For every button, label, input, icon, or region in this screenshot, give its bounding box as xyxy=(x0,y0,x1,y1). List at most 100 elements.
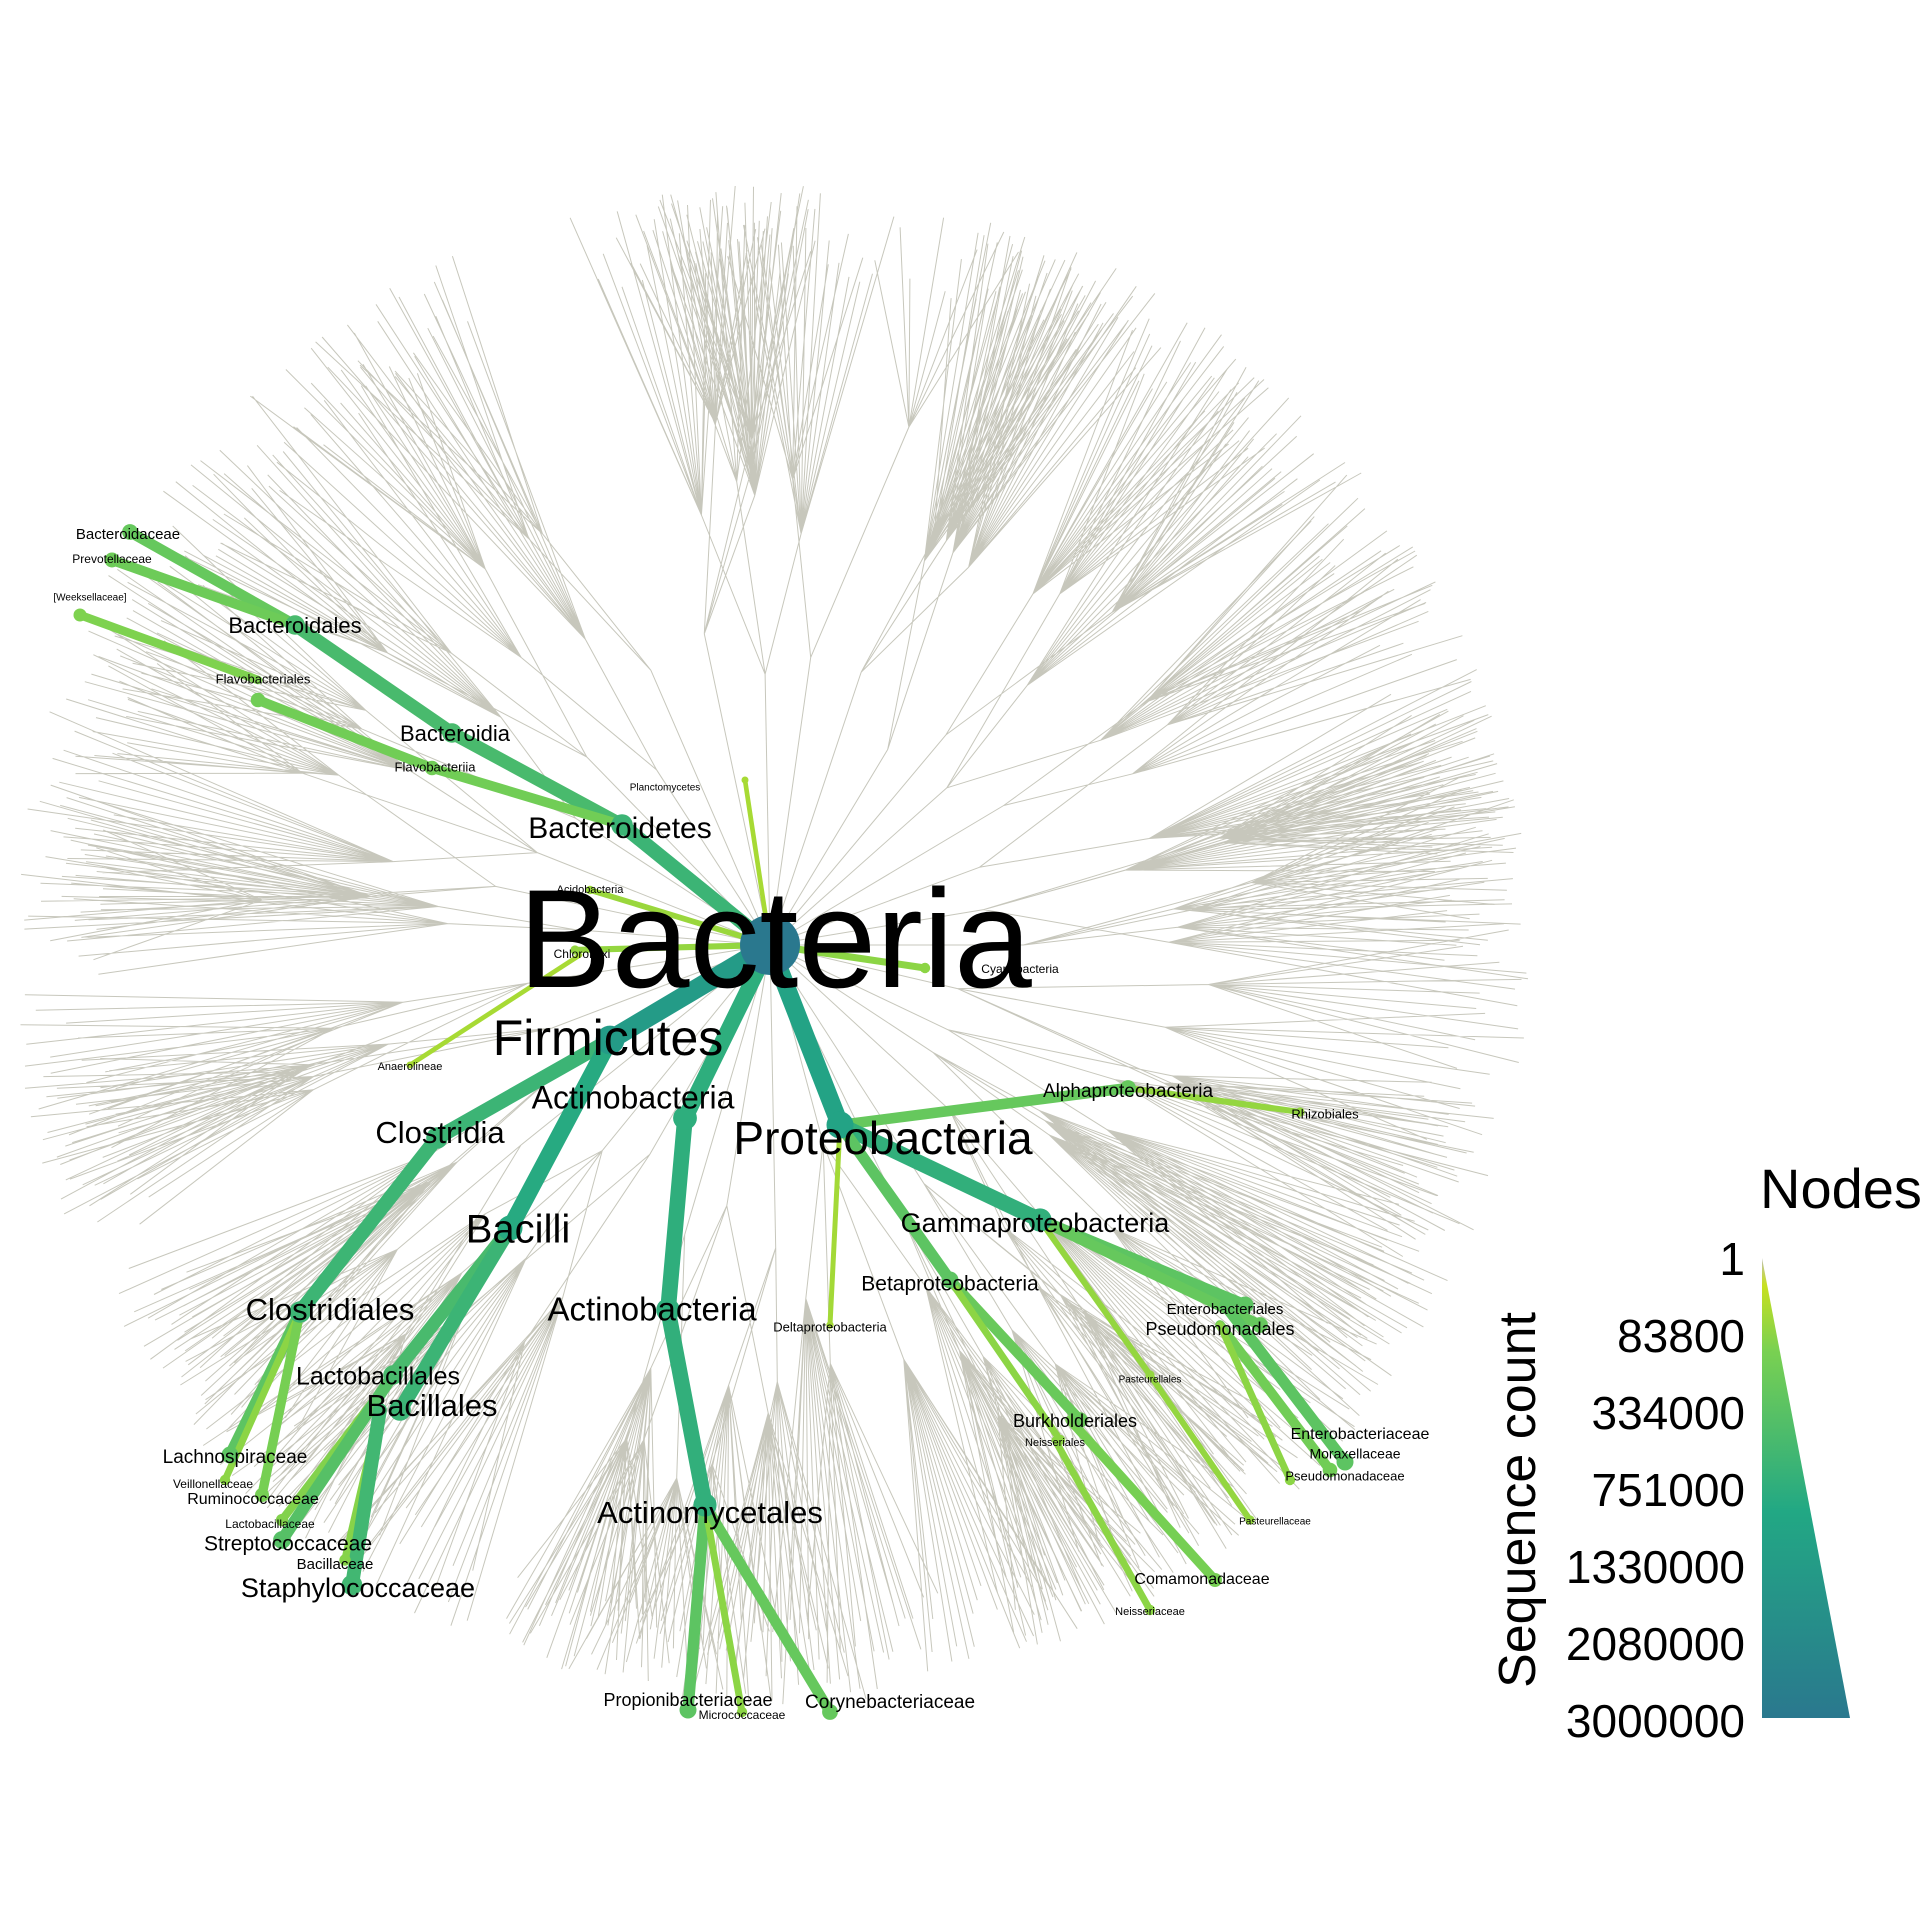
node-proteobacteria xyxy=(826,1111,854,1139)
label-enterobacteriales: Enterobacteriales xyxy=(1167,1301,1284,1318)
label-pseudomonadaceae: Pseudomonadaceae xyxy=(1285,1468,1404,1483)
legend-tick-2: 334000 xyxy=(1592,1387,1746,1439)
node-pasteurellaceae xyxy=(1245,1515,1255,1525)
node-bacillaceae xyxy=(339,1554,351,1566)
edge-bacillales xyxy=(392,1220,518,1418)
edge-corynebacteriaceae xyxy=(699,1499,836,1718)
label-actinobacteria-class: Actinobacteria xyxy=(547,1291,757,1328)
label-alphaproteobacteria: Alphaproteobacteria xyxy=(1043,1081,1213,1102)
edge-pseudomonadaceae xyxy=(1216,1321,1294,1484)
label-clostridia: Clostridia xyxy=(375,1115,505,1150)
label-bacteroidales: Bacteroidales xyxy=(228,613,361,638)
background-fan-edges xyxy=(20,185,1529,1705)
label-neisseriaceae: Neisseriaceae xyxy=(1115,1606,1185,1618)
label-actinobacteria: Actinobacteria xyxy=(532,1079,735,1115)
label-clostridiales: Clostridiales xyxy=(246,1292,415,1327)
node-bacteroidetes xyxy=(611,814,633,836)
node-labels: BacteriaFirmicutesProteobacteriaActinoba… xyxy=(53,526,1429,1722)
edge-clostridia xyxy=(429,1032,618,1146)
legend-tick-4: 1330000 xyxy=(1566,1541,1745,1593)
edge-micrococcaceae xyxy=(701,1501,746,1716)
node-bacteria xyxy=(740,915,800,975)
label-prevotellaceae: Prevotellaceae xyxy=(72,552,152,566)
edge-flavobacteriales xyxy=(253,695,437,773)
node-bacteroidaceae xyxy=(122,524,138,540)
edge-enterobacteriaceae xyxy=(1219,1299,1351,1468)
node-actinobacteria-class xyxy=(656,1298,680,1322)
node-cyanobacteria xyxy=(919,962,931,974)
node-actinomycetales xyxy=(693,1493,717,1517)
label-micrococcaceae: Micrococcaceae xyxy=(699,1708,786,1722)
node-enterobacteriaceae xyxy=(1336,1453,1354,1471)
edge-moraxellaceae xyxy=(1215,1320,1335,1475)
edge-bacteroidales xyxy=(288,618,459,740)
edge-gammaproteobacteria xyxy=(832,1117,1048,1228)
legend-tick-5: 2080000 xyxy=(1566,1618,1745,1670)
label-chloroflexi: Chloroflexi xyxy=(554,947,611,961)
label-bacillaceae: Bacillaceae xyxy=(297,1556,374,1573)
node-gammaproteobacteria xyxy=(1028,1208,1052,1232)
node-staphylococcaceae xyxy=(341,1574,363,1596)
edge-neisseriaceae xyxy=(1051,1436,1154,1614)
legend-axis-label: Sequence count xyxy=(1489,1312,1547,1688)
edge-comamonadaceae xyxy=(1065,1415,1220,1585)
label-deltaproteobacteria: Deltaproteobacteria xyxy=(773,1319,887,1334)
legend-tick-0: 1 xyxy=(1719,1233,1745,1285)
label-lactobacillaceae: Lactobacillaceae xyxy=(225,1517,315,1531)
edge-staphylococcaceae xyxy=(345,1403,387,1592)
node-firmicutes xyxy=(595,1025,625,1055)
node-pseudomonadales xyxy=(1252,1317,1268,1333)
node-lactobacillales xyxy=(383,1365,403,1385)
label-rhizobiales: Rhizobiales xyxy=(1291,1106,1359,1121)
label-firmicutes: Firmicutes xyxy=(493,1010,724,1066)
label-flavobacteriia: Flavobacteriia xyxy=(395,759,477,774)
label-pasteurellales: Pasteurellales xyxy=(1119,1375,1182,1386)
edge-flavobacteriia xyxy=(427,763,627,830)
legend-triangle xyxy=(1762,1258,1850,1718)
label-proteobacteria: Proteobacteria xyxy=(733,1112,1033,1164)
edge-proteobacteria xyxy=(760,935,850,1135)
label-planctomycetes: Planctomycetes xyxy=(630,783,701,794)
label-bacillales: Bacillales xyxy=(367,1388,498,1423)
label-comamonadaceae: Comamonadaceae xyxy=(1134,1571,1269,1588)
edge-bacteroidetes xyxy=(614,817,778,953)
node-neisseriales xyxy=(1054,1434,1066,1446)
label-actinomycetales: Actinomycetales xyxy=(597,1495,823,1530)
label-weeksellaceae: [Weeksellaceae] xyxy=(53,593,126,604)
node-lachnospiraceae xyxy=(221,1446,239,1464)
edge-chloroflexi xyxy=(571,941,774,954)
node-bacilli xyxy=(497,1215,523,1241)
label-corynebacteriaceae: Corynebacteriaceae xyxy=(805,1692,975,1713)
label-flavobacteriales: Flavobacteriales xyxy=(216,671,311,686)
node-moraxellaceae xyxy=(1322,1462,1338,1478)
node-alphaproteobacteria xyxy=(1120,1080,1136,1096)
edge-clostridiales xyxy=(292,1130,445,1320)
label-lachnospiraceae: Lachnospiraceae xyxy=(163,1447,308,1468)
label-bacteroidetes: Bacteroidetes xyxy=(528,812,711,845)
label-propionibacteriaceae: Propionibacteriaceae xyxy=(603,1690,772,1710)
label-bacilli: Bacilli xyxy=(466,1208,570,1252)
node-comamonadaceae xyxy=(1208,1573,1222,1587)
node-enterobacteriales xyxy=(1236,1296,1254,1314)
node-clostridia xyxy=(426,1127,448,1149)
label-pasteurellaceae: Pasteurellaceae xyxy=(1239,1517,1311,1528)
edge-pasteurellales xyxy=(1036,1216,1154,1379)
node-flavobacteriia xyxy=(424,760,440,776)
edge-neisseriales xyxy=(946,1276,1064,1444)
label-enterobacteriaceae: Enterobacteriaceae xyxy=(1291,1426,1430,1443)
label-cyanobacteria: Cyanobacteria xyxy=(981,962,1059,976)
edge-alphaproteobacteria xyxy=(834,1082,1134,1131)
legend-tick-1: 83800 xyxy=(1617,1310,1745,1362)
node-veillonellaceae xyxy=(219,1474,231,1486)
label-anaerolineae: Anaerolineae xyxy=(378,1061,443,1073)
label-acidobacteria: Acidobacteria xyxy=(557,884,625,896)
node-chloroflexi xyxy=(570,945,580,955)
edge-actinomycetales xyxy=(660,1302,713,1513)
label-bacteria: Bacteria xyxy=(518,860,1032,1017)
edge-acidobacteria xyxy=(587,887,773,948)
node-clostridiales xyxy=(289,1301,311,1323)
node-anaerolineae xyxy=(406,1061,414,1069)
node-neisseriaceae xyxy=(1144,1604,1156,1616)
node-burkholderiales xyxy=(1072,1412,1088,1428)
